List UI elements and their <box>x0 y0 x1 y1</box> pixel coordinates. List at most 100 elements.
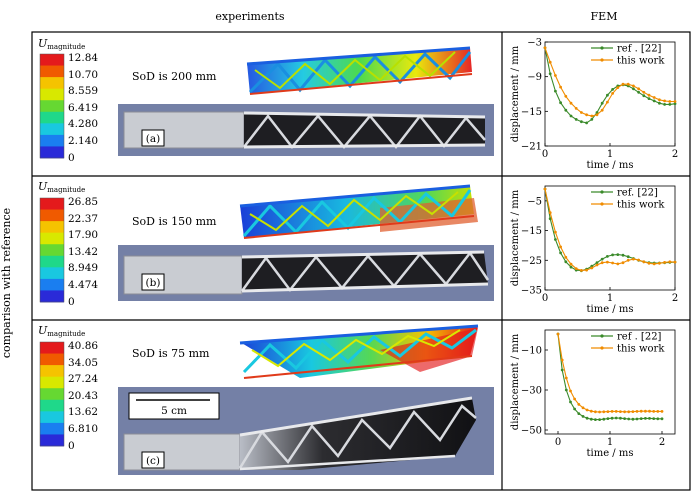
y-tick-label: −25 <box>521 256 542 267</box>
data-point <box>564 388 568 392</box>
data-point <box>564 255 568 259</box>
y-tick-label: −9 <box>527 72 542 83</box>
data-point <box>585 416 589 420</box>
colorbar-value: 6.419 <box>68 102 98 114</box>
colorbar-value: 0 <box>68 440 75 452</box>
data-point <box>556 332 560 336</box>
colorbar-title: Umagnitude <box>38 180 85 194</box>
colorbar-value: 12.84 <box>68 52 98 64</box>
data-point <box>626 258 630 262</box>
data-point <box>590 266 594 270</box>
fem-charts: 0 1 2 −3 −9 −15 −21 time / ms displacement / mm r… <box>510 38 678 460</box>
colorbar-swatch <box>40 290 64 303</box>
colorbar-value: 4.474 <box>68 279 98 291</box>
data-point <box>598 410 601 414</box>
colorbar-swatch <box>40 54 64 66</box>
colorbar-value: 26.85 <box>68 196 98 208</box>
colorbar-swatch <box>40 244 64 257</box>
colorbar-value: 13.42 <box>68 246 98 258</box>
data-point <box>585 408 589 412</box>
colorbar-value: 34.05 <box>68 357 98 369</box>
colorbar-value: 8.949 <box>68 262 98 274</box>
data-point <box>600 101 604 105</box>
colorbar-value: 17.90 <box>68 229 98 241</box>
legend-marker <box>600 202 604 206</box>
legend-marker <box>600 58 604 62</box>
data-point <box>611 92 614 95</box>
data-point <box>668 103 672 106</box>
data-point <box>652 96 656 99</box>
x-tick-label: 1 <box>607 149 613 160</box>
y-axis-label: displacement / mm <box>510 333 521 430</box>
data-point <box>554 238 557 241</box>
data-point <box>610 416 614 420</box>
colorbar-value: 0 <box>68 152 75 164</box>
data-point <box>564 108 568 112</box>
data-point <box>573 407 576 411</box>
photo-tag-b: (b) <box>146 277 161 289</box>
y-tick-label: −5 <box>527 196 542 207</box>
colorbar-value: 20.43 <box>68 390 98 402</box>
colorbar-value: 0 <box>68 296 75 308</box>
colorbar-swatch <box>40 146 64 159</box>
sod-label-b: SoD is 150 mm <box>132 215 217 228</box>
data-point <box>560 368 564 372</box>
data-point <box>623 410 626 414</box>
colorbar-title: Umagnitude <box>38 324 85 338</box>
colorbar-swatch <box>40 198 64 210</box>
colorbar-swatches <box>39 341 65 447</box>
data-point <box>619 416 622 420</box>
data-point <box>577 403 581 406</box>
data-point <box>564 94 568 98</box>
data-point <box>626 255 630 259</box>
legend-marker <box>600 190 604 194</box>
colorbar-swatch <box>40 255 64 268</box>
x-tick-label: 1 <box>607 437 613 448</box>
data-point <box>585 113 588 117</box>
data-point <box>635 410 639 413</box>
legend-marker <box>600 46 604 50</box>
data-point <box>635 417 639 421</box>
data-point <box>600 108 604 112</box>
colorbar-swatch <box>40 65 64 78</box>
experiment-photo-a: (a) <box>118 104 494 156</box>
x-tick-label: 2 <box>672 293 678 304</box>
colorbar-swatch <box>40 77 64 90</box>
column-header-experiments: experiments <box>215 10 284 23</box>
colorbar-swatch <box>40 434 64 447</box>
figure-frame <box>31 31 691 491</box>
data-point <box>611 253 614 257</box>
data-point <box>564 376 568 380</box>
colorbar-swatch <box>40 100 64 113</box>
colorbar-swatch <box>40 376 64 389</box>
colorbar-swatch <box>40 134 64 147</box>
colorbar-swatch <box>40 267 64 280</box>
data-point <box>642 90 646 94</box>
data-point <box>573 397 576 401</box>
data-point <box>652 262 656 266</box>
data-point <box>663 103 666 106</box>
displacement-chart: 0 1 2 −10 −30 −50 time / ms displacement / mm re… <box>510 329 676 459</box>
data-point <box>632 84 635 88</box>
data-point <box>543 46 547 50</box>
data-point <box>623 417 626 420</box>
panel-c: Umagnitude 40.86 34.05 27.24 20.43 13.62… <box>38 324 494 475</box>
colorbar-value: 13.62 <box>68 406 98 418</box>
x-tick-label: 2 <box>659 437 665 448</box>
data-point <box>559 251 562 255</box>
data-point <box>600 261 604 265</box>
data-point <box>590 118 594 121</box>
data-point <box>543 187 547 191</box>
x-axis-label: time / ms <box>587 304 634 315</box>
colorbar-swatch <box>40 399 64 412</box>
data-point <box>673 100 677 103</box>
data-point <box>585 121 588 125</box>
colorbar-value: 40.86 <box>68 340 98 352</box>
legend-label: ref . [22] <box>617 44 662 55</box>
data-point <box>594 410 597 414</box>
colorbar-swatch <box>40 111 64 124</box>
data-point <box>611 261 614 265</box>
data-point <box>548 217 552 221</box>
data-point <box>577 412 581 415</box>
fem-deformed-model-c <box>239 324 479 379</box>
